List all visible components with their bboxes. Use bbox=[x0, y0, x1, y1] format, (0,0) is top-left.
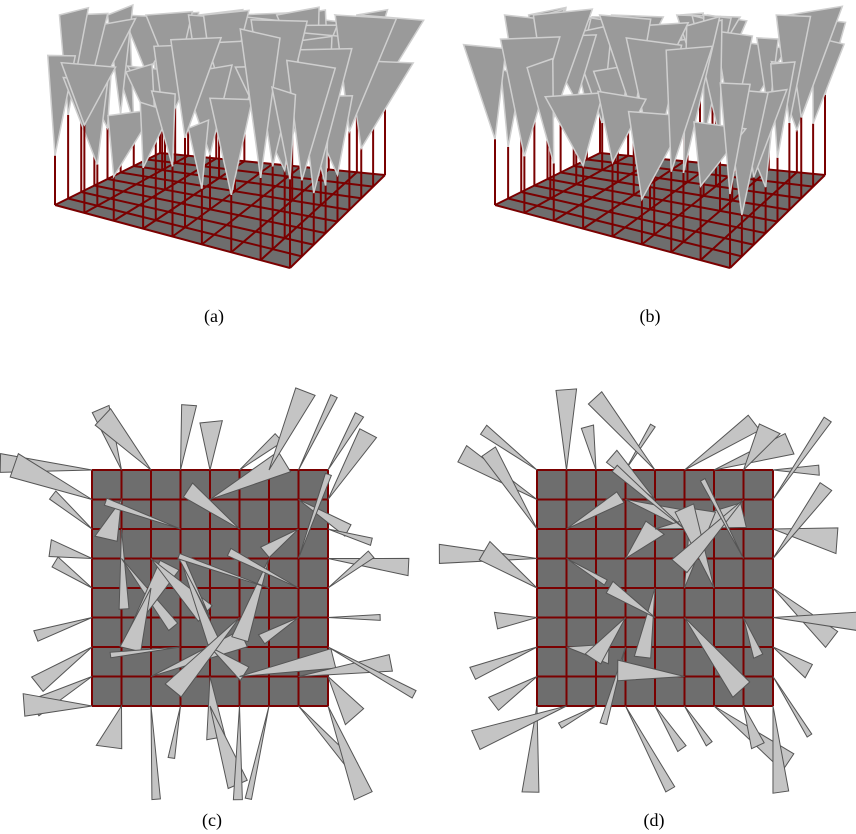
blade bbox=[470, 647, 537, 679]
blade bbox=[556, 389, 577, 470]
blade bbox=[181, 405, 197, 470]
caption: (b) bbox=[640, 306, 661, 327]
blade bbox=[52, 557, 92, 588]
blade bbox=[328, 529, 372, 545]
blade bbox=[773, 647, 812, 678]
figure: (a) (b) (c) (d) bbox=[0, 0, 856, 834]
blade bbox=[34, 618, 92, 642]
caption: (d) bbox=[644, 810, 665, 831]
blade bbox=[479, 542, 537, 588]
blade bbox=[10, 454, 92, 500]
blade bbox=[489, 677, 537, 711]
panel-d bbox=[439, 389, 856, 793]
caption: (a) bbox=[204, 306, 224, 327]
blade bbox=[168, 706, 180, 758]
blade bbox=[328, 551, 374, 588]
blade bbox=[773, 528, 838, 554]
blade bbox=[464, 45, 506, 140]
caption: (c) bbox=[202, 810, 222, 831]
blade bbox=[32, 647, 92, 691]
blade bbox=[96, 706, 121, 749]
blade bbox=[685, 706, 713, 746]
blade bbox=[559, 706, 596, 728]
blade bbox=[773, 677, 812, 738]
blade bbox=[49, 540, 92, 559]
blade bbox=[494, 612, 537, 629]
blade bbox=[95, 409, 151, 470]
blade bbox=[245, 706, 269, 799]
blade bbox=[581, 425, 596, 470]
blade bbox=[200, 421, 222, 470]
blade bbox=[626, 706, 675, 792]
blade bbox=[328, 429, 377, 500]
panel-a bbox=[48, 5, 424, 268]
blade bbox=[151, 706, 160, 800]
blade bbox=[655, 706, 686, 752]
panel-c bbox=[0, 388, 416, 800]
blade bbox=[328, 614, 380, 620]
blade bbox=[482, 447, 537, 529]
blade bbox=[472, 706, 567, 749]
blade bbox=[233, 706, 242, 800]
blade bbox=[269, 388, 315, 470]
panel-b bbox=[464, 6, 846, 268]
